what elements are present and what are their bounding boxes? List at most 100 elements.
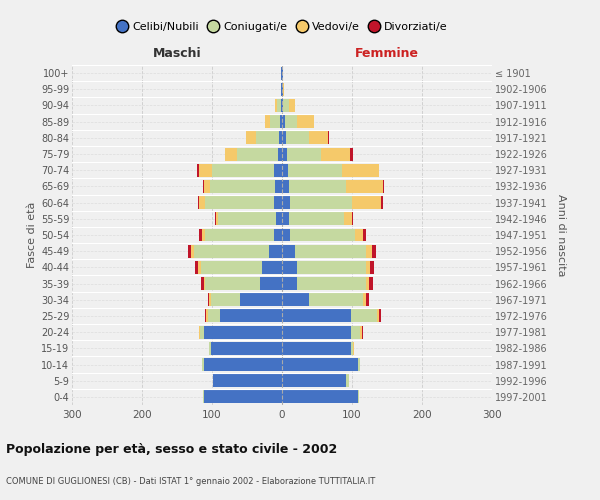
Bar [282,310,350,322]
Text: Femmine: Femmine [355,47,419,60]
Bar [371,244,376,258]
Bar [211,342,282,355]
Bar [295,244,366,258]
Bar [213,374,214,387]
Bar [224,148,237,160]
Bar [282,358,358,371]
Bar [277,99,281,112]
Bar [198,196,199,209]
Bar [197,164,199,176]
Bar [201,277,203,290]
Bar [200,326,203,338]
Bar [355,228,363,241]
Bar [278,148,282,160]
Bar [210,180,275,193]
Bar [218,212,277,226]
Bar [282,277,298,290]
Bar [366,277,369,290]
Bar [342,164,379,176]
Bar [369,277,373,290]
Bar [366,261,370,274]
Bar [201,261,262,274]
Bar [203,390,282,404]
Bar [287,148,320,160]
Bar [277,212,282,226]
Bar [282,374,346,387]
Bar [274,196,282,209]
Bar [208,310,220,322]
Bar [282,180,289,193]
Bar [363,228,366,241]
Bar [358,390,359,404]
Bar [281,83,282,96]
Bar [361,326,362,338]
Bar [260,277,282,290]
Bar [289,99,295,112]
Bar [188,244,191,258]
Bar [289,180,346,193]
Bar [212,164,274,176]
Bar [199,196,205,209]
Bar [247,132,256,144]
Bar [215,212,218,226]
Bar [220,310,282,322]
Bar [282,99,283,112]
Bar [203,358,282,371]
Bar [282,261,298,274]
Bar [290,228,355,241]
Bar [298,261,366,274]
Bar [352,196,382,209]
Bar [274,164,282,176]
Bar [366,294,369,306]
Text: Maschi: Maschi [152,47,202,60]
Y-axis label: Anni di nascita: Anni di nascita [556,194,566,276]
Bar [358,358,361,371]
Bar [282,212,289,226]
Bar [209,294,211,306]
Legend: Celibi/Nubili, Coniugati/e, Vedovi/e, Divorziati/e: Celibi/Nubili, Coniugati/e, Vedovi/e, Di… [112,18,452,36]
Text: COMUNE DI GUGLIONESI (CB) - Dati ISTAT 1° gennaio 2002 - Elaborazione TUTTITALIA: COMUNE DI GUGLIONESI (CB) - Dati ISTAT 1… [6,477,375,486]
Bar [363,294,366,306]
Bar [282,294,308,306]
Bar [353,342,354,355]
Bar [382,196,383,209]
Bar [286,132,308,144]
Bar [205,310,206,322]
Bar [383,180,384,193]
Bar [282,390,358,404]
Bar [270,115,280,128]
Bar [209,342,211,355]
Bar [346,374,349,387]
Bar [281,66,282,80]
Bar [350,148,353,160]
Bar [344,212,352,226]
Bar [282,196,290,209]
Bar [202,358,203,371]
Bar [370,261,374,274]
Bar [298,277,366,290]
Bar [320,148,350,160]
Bar [211,294,240,306]
Bar [282,66,283,80]
Bar [298,115,314,128]
Bar [379,310,381,322]
Bar [282,326,350,338]
Bar [290,196,352,209]
Bar [287,164,342,176]
Bar [350,310,377,322]
Bar [274,228,282,241]
Bar [352,212,353,226]
Bar [214,374,282,387]
Bar [282,148,287,160]
Bar [350,342,353,355]
Bar [262,261,282,274]
Bar [308,132,328,144]
Bar [308,294,363,306]
Bar [280,115,282,128]
Bar [283,83,284,96]
Bar [275,180,282,193]
Bar [204,180,210,193]
Bar [366,244,371,258]
Bar [195,261,198,274]
Bar [282,83,283,96]
